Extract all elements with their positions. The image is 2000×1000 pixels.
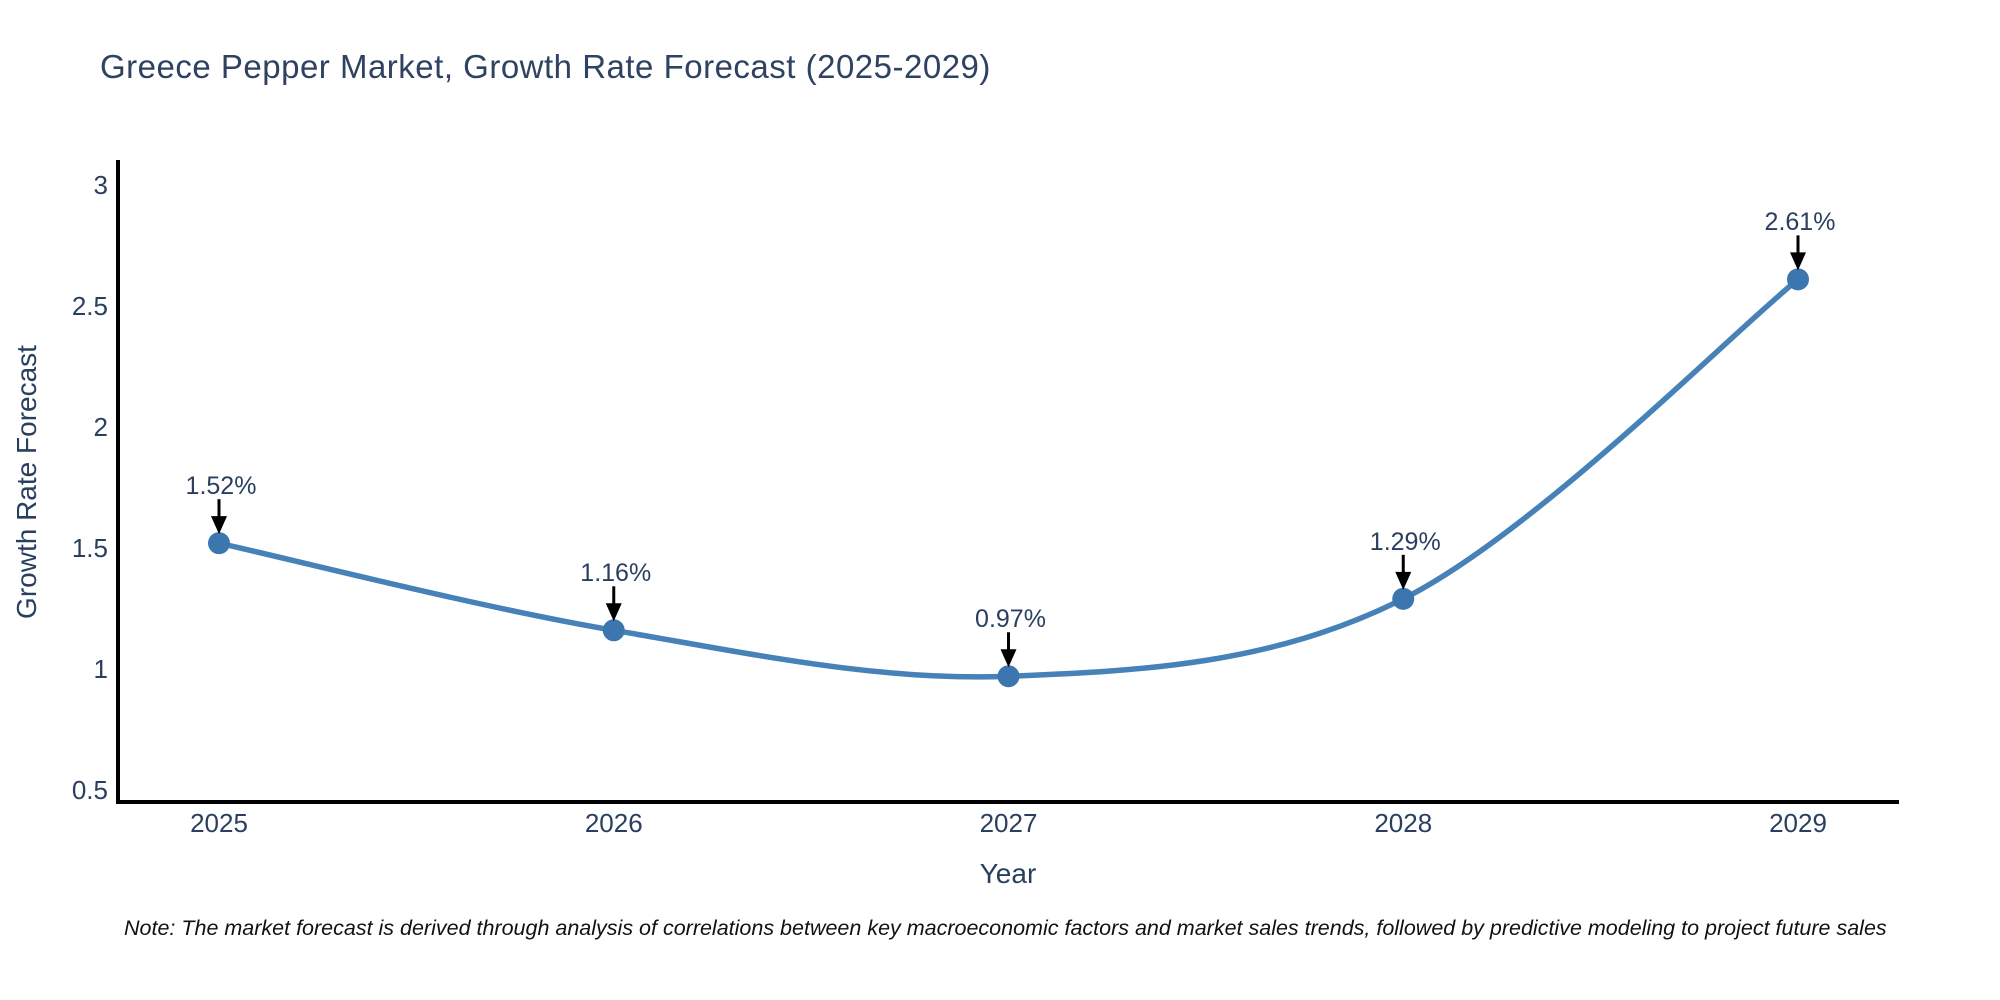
x-tick-label-2027: 2027 — [979, 808, 1038, 838]
y-tick-label-0.5: 0.5 — [71, 775, 108, 805]
annotation-arrow-head-2026 — [605, 603, 622, 622]
data-point-2025 — [208, 532, 230, 555]
x-tick-label-2028: 2028 — [1374, 808, 1433, 838]
footnote: Note: The market forecast is derived thr… — [124, 916, 1887, 940]
chart-title: Greece Pepper Market, Growth Rate Foreca… — [100, 48, 991, 85]
y-tick-label-1.5: 1.5 — [71, 533, 108, 563]
annotation-arrow-head-2029 — [1790, 252, 1806, 271]
x-axis-title: Year — [979, 858, 1037, 889]
y-tick-label-1: 1 — [93, 654, 108, 684]
x-tick-label-2026: 2026 — [584, 808, 643, 838]
y-tick-label-2: 2 — [93, 412, 108, 442]
point-annotation-label-2029: 2.61% — [1764, 208, 1836, 237]
x-tick-label-2029: 2029 — [1769, 808, 1827, 838]
annotation-arrow-head-2028 — [1395, 571, 1412, 590]
point-annotation-label-2026: 1.16% — [580, 559, 652, 588]
data-point-2027 — [997, 665, 1020, 688]
data-point-2029 — [1787, 268, 1809, 291]
point-annotation-label-2028: 1.29% — [1369, 527, 1441, 556]
data-point-2028 — [1392, 587, 1415, 610]
data-point-2026 — [602, 619, 625, 642]
point-annotation-label-2025: 1.52% — [185, 472, 257, 501]
annotation-arrow-head-2025 — [211, 516, 227, 535]
x-tick-label-2025: 2025 — [190, 808, 248, 838]
y-tick-label-3: 3 — [93, 170, 108, 200]
point-annotation-label-2027: 0.97% — [975, 605, 1046, 634]
y-tick-label-2.5: 2.5 — [71, 291, 108, 321]
y-axis-title: Growth Rate Forecast — [11, 345, 42, 619]
annotation-arrow-head-2027 — [1000, 649, 1017, 668]
